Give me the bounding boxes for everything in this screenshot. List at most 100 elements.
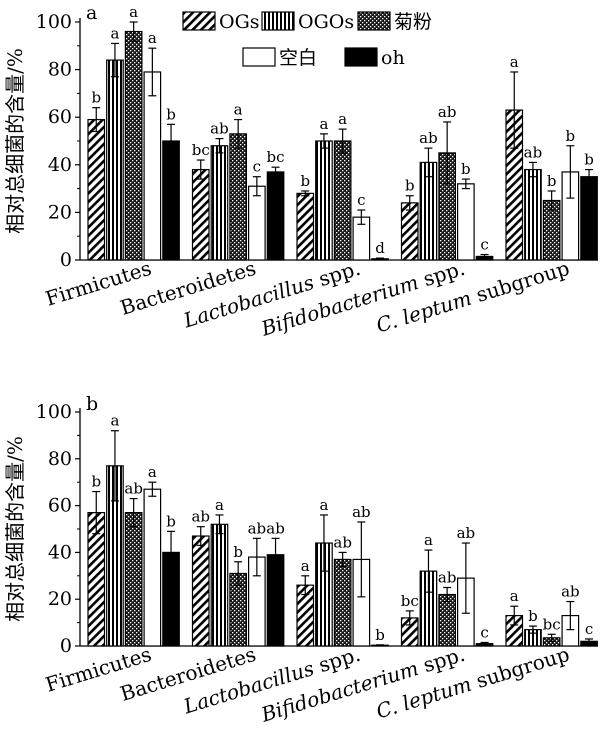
significance-label: a (510, 53, 519, 71)
bar (296, 192, 315, 261)
significance-label: ab (124, 480, 143, 498)
panel-label: a (86, 2, 97, 24)
bar (191, 535, 210, 647)
significance-label: a (510, 587, 519, 605)
significance-label: b (375, 626, 385, 644)
y-tick-label: 40 (48, 541, 72, 563)
significance-label: b (233, 543, 243, 561)
significance-label: a (129, 3, 138, 21)
significance-label: c (480, 236, 488, 254)
bar (438, 593, 456, 647)
significance-label: ab (333, 533, 352, 551)
legend-swatch (261, 11, 295, 31)
y-tick-label: 60 (48, 106, 72, 128)
bar (143, 488, 162, 647)
significance-label: ab (524, 143, 543, 161)
bar (124, 512, 143, 647)
bar (210, 523, 229, 647)
bar (580, 176, 598, 261)
significance-label: b (166, 512, 176, 530)
significance-label: b (166, 105, 176, 123)
legend-swatch (182, 11, 216, 31)
bar (248, 185, 266, 261)
bar (162, 140, 180, 261)
significance-label: a (110, 24, 119, 42)
bar (524, 168, 542, 261)
y-tick-label: 100 (36, 401, 72, 423)
y-tick-label: 60 (48, 495, 72, 517)
significance-label: ab (266, 519, 285, 537)
significance-label: a (424, 531, 433, 549)
significance-label: ab (561, 583, 580, 601)
significance-label: ab (191, 508, 210, 526)
significance-label: c (253, 158, 261, 176)
significance-label: a (319, 115, 328, 133)
bar (400, 202, 419, 261)
legend-label: 菊粉 (394, 11, 432, 33)
legend-swatch (344, 47, 378, 67)
significance-label: a (148, 463, 157, 481)
y-tick-label: 80 (48, 59, 72, 81)
significance-label: b (547, 172, 557, 190)
significance-label: b (461, 160, 471, 178)
bar (143, 71, 162, 261)
chart-panel-2: 020406080100相对总细菌的含量/%bbaababFirmicutesa… (3, 393, 598, 727)
significance-label: a (110, 412, 119, 430)
y-tick-label: 0 (60, 249, 72, 271)
legend-swatch (357, 11, 391, 31)
significance-label: ab (438, 103, 457, 121)
significance-label: ab (457, 524, 476, 542)
significance-label: c (480, 623, 488, 641)
significance-label: a (234, 101, 243, 119)
y-axis-label: 相对总细菌的含量/% (3, 436, 27, 622)
bar (229, 133, 247, 261)
significance-label: bc (543, 615, 561, 633)
legend-label: OGOs (298, 11, 354, 33)
y-tick-label: 40 (48, 154, 72, 176)
significance-label: a (319, 496, 328, 514)
y-tick-label: 20 (48, 588, 72, 610)
significance-label: ab (248, 519, 267, 537)
significance-label: b (91, 473, 101, 491)
bar (266, 171, 285, 261)
significance-label: b (584, 151, 594, 169)
significance-label: a (301, 557, 310, 575)
significance-label: b (405, 177, 415, 195)
y-tick-label: 100 (36, 11, 72, 33)
bar (333, 558, 352, 647)
y-tick-label: 0 (60, 635, 72, 657)
panel-label: b (86, 393, 98, 415)
significance-label: ab (419, 129, 438, 147)
significance-label: bc (192, 141, 210, 159)
significance-label: b (566, 127, 576, 145)
legend-swatch (242, 47, 276, 67)
significance-label: b (300, 172, 310, 190)
legend-label: 空白 (279, 47, 317, 69)
bar (191, 168, 210, 261)
significance-label: d (375, 239, 385, 257)
y-tick-label: 20 (48, 201, 72, 223)
bar (315, 140, 333, 261)
significance-label: a (148, 29, 157, 47)
significance-label: a (338, 110, 347, 128)
significance-label: c (357, 191, 365, 209)
significance-label: ab (210, 120, 229, 138)
significance-label: b (528, 607, 538, 625)
significance-label: a (215, 496, 224, 514)
significance-label: b (91, 89, 101, 107)
significance-label: bc (401, 592, 419, 610)
bar (124, 30, 143, 261)
y-axis-label: 相对总细菌的含量/% (3, 48, 27, 234)
significance-label: ab (438, 569, 457, 587)
legend-label: OGs (219, 11, 260, 33)
significance-label: c (585, 620, 593, 638)
bar (333, 140, 352, 261)
significance-label: ab (352, 503, 371, 521)
bar (210, 145, 229, 261)
significance-label: bc (267, 148, 285, 166)
y-tick-label: 80 (48, 448, 72, 470)
legend-label: oh (381, 47, 405, 69)
bar (87, 118, 106, 261)
